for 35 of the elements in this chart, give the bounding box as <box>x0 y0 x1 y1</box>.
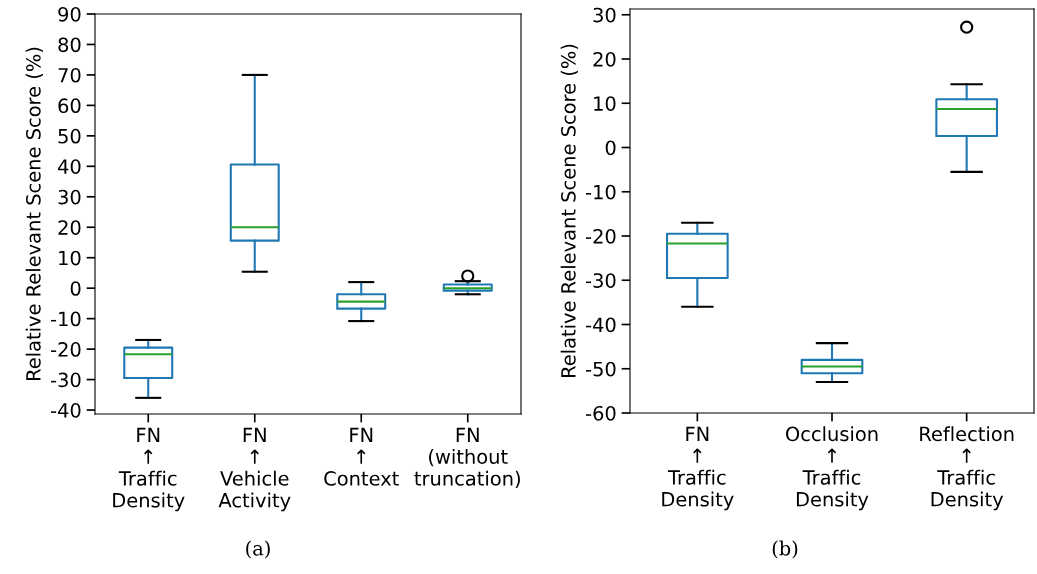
text: (a) <box>246 540 270 559</box>
y-tick-label: -40 <box>586 317 616 333</box>
y-tick-label: 50 <box>58 128 81 144</box>
y-axis-title: Relative Relevant Scene Score (%) <box>25 47 44 381</box>
y-tick-label: 0 <box>70 281 81 296</box>
y-tick-label: -20 <box>586 228 616 244</box>
x-tick-label: FN ↑ Traffic Density <box>662 426 734 511</box>
y-tick-label: 0 <box>605 140 616 156</box>
y-axis-title: Relative Relevant Scene Score (%) <box>560 44 579 378</box>
y-tick-label: -20 <box>51 342 81 357</box>
y-tick-label: 20 <box>593 51 616 67</box>
x-tick-label: FN (without truncation) <box>414 427 520 489</box>
y-tick-label: 60 <box>58 98 81 114</box>
y-tick-label: 90 <box>58 6 81 22</box>
x-tick-label: Reflection ↑ Traffic Density <box>920 426 1014 511</box>
y-tick-label: 70 <box>58 67 81 83</box>
y-tick-label: -10 <box>586 184 616 200</box>
y-tick-label: 30 <box>593 7 616 23</box>
y-tick-label: -10 <box>51 311 81 327</box>
y-tick-label: 30 <box>58 189 81 205</box>
y-tick-label: -30 <box>586 273 616 288</box>
y-tick-label: -50 <box>586 361 616 377</box>
x-tick-label: FN ↑ Traffic Density <box>113 427 185 512</box>
x-tick-label: FN ↑ Context <box>324 427 399 486</box>
y-tick-label: -30 <box>51 372 81 388</box>
y-tick-label: -60 <box>586 405 616 421</box>
y-tick-label: 80 <box>58 37 81 53</box>
y-tick-label: -40 <box>51 403 81 418</box>
x-tick-label: FN ↑ Vehicle Activity <box>218 427 291 512</box>
y-tick-label: 10 <box>594 96 616 111</box>
y-tick-label: 10 <box>59 250 81 266</box>
y-tick-label: 20 <box>58 220 81 235</box>
y-tick-label: 40 <box>58 159 81 174</box>
x-tick-label: Occlusion ↑ Traffic Density <box>786 426 878 511</box>
text: (b) <box>772 540 798 559</box>
